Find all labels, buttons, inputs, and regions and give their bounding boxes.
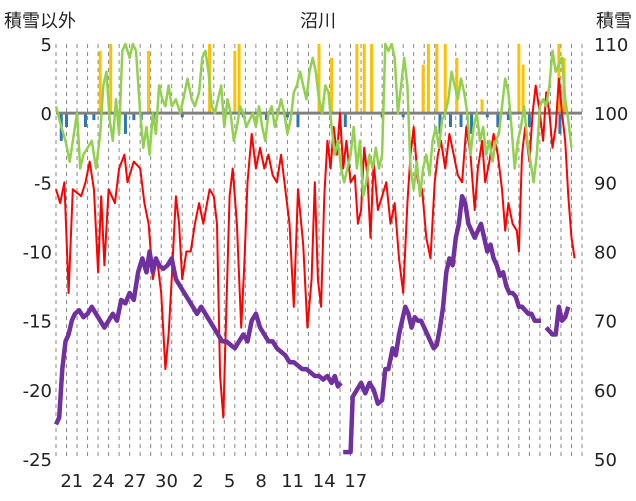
series-red bbox=[55, 77, 576, 419]
bar-blue bbox=[65, 113, 69, 127]
right-tick-label: 90 bbox=[594, 173, 617, 194]
bar-orange bbox=[237, 44, 241, 114]
bar-orange bbox=[362, 44, 366, 114]
left-axis-label: 積雪以外 bbox=[4, 11, 76, 32]
left-tick-label: -10 bbox=[23, 243, 52, 264]
bar-blue bbox=[449, 113, 452, 127]
right-axis-ticks: 110 100 90 80 70 60 50 bbox=[594, 35, 628, 471]
bar-orange bbox=[355, 44, 359, 114]
bar-orange bbox=[435, 44, 439, 114]
bar-blue bbox=[506, 113, 510, 121]
right-axis-label: 積雪 bbox=[596, 11, 632, 32]
left-tick-label: -15 bbox=[23, 312, 52, 333]
left-axis-ticks: 5 0 -5 -10 -15 -20 -25 bbox=[23, 35, 52, 471]
bar-blue bbox=[485, 113, 489, 118]
line-series bbox=[53, 42, 576, 455]
x-tick-label: 24 bbox=[92, 471, 115, 492]
series-green bbox=[54, 42, 573, 198]
left-tick-label: -5 bbox=[34, 173, 52, 194]
x-tick-label: 14 bbox=[313, 471, 336, 492]
x-tick-label: 5 bbox=[224, 471, 235, 492]
left-tick-label: -20 bbox=[23, 381, 52, 402]
bar-orange bbox=[421, 64, 425, 114]
x-tick-label: 17 bbox=[344, 471, 367, 492]
bar-blue bbox=[123, 113, 127, 134]
bar-blue bbox=[496, 113, 500, 127]
chart-title: 沼川 bbox=[300, 11, 336, 32]
left-tick-label: -25 bbox=[23, 450, 52, 471]
bar-orange bbox=[98, 50, 102, 114]
bar-blue bbox=[470, 113, 474, 134]
bar-blue bbox=[296, 113, 300, 127]
bar-blue bbox=[92, 113, 96, 121]
right-tick-label: 110 bbox=[594, 35, 628, 56]
right-tick-label: 70 bbox=[594, 312, 617, 333]
series-purple bbox=[53, 193, 571, 455]
right-tick-label: 50 bbox=[594, 450, 617, 471]
x-axis-ticks: 21 24 27 30 2 5 8 11 14 17 bbox=[60, 471, 367, 492]
bar-orange bbox=[147, 50, 151, 114]
bar-orange bbox=[370, 44, 374, 114]
bar-orange bbox=[317, 44, 321, 114]
bar-blue bbox=[401, 113, 405, 118]
x-tick-label: 8 bbox=[255, 471, 266, 492]
right-tick-label: 100 bbox=[594, 104, 628, 125]
bar-orange bbox=[426, 44, 430, 114]
bar-blue bbox=[459, 113, 463, 127]
bar-orange bbox=[233, 50, 237, 114]
bar-blue bbox=[527, 113, 531, 127]
bar-blue bbox=[132, 113, 136, 121]
x-tick-label: 27 bbox=[123, 471, 146, 492]
bar-blue bbox=[180, 113, 184, 118]
bar-blue bbox=[83, 113, 87, 127]
bar-orange bbox=[521, 64, 525, 114]
right-tick-label: 60 bbox=[594, 381, 617, 402]
bar-orange bbox=[330, 57, 334, 114]
bar-blue bbox=[343, 113, 347, 127]
bar-blue bbox=[285, 113, 289, 118]
right-tick-label: 80 bbox=[594, 243, 617, 264]
bar-orange bbox=[443, 44, 447, 114]
x-tick-label: 11 bbox=[281, 471, 304, 492]
x-tick-label: 30 bbox=[155, 471, 178, 492]
bar-blue bbox=[558, 113, 562, 134]
x-tick-label: 21 bbox=[60, 471, 83, 492]
bar-orange bbox=[109, 44, 113, 114]
bar-blue bbox=[438, 113, 442, 134]
bar-orange bbox=[517, 44, 521, 114]
bar-orange bbox=[480, 99, 484, 114]
bar-orange bbox=[455, 57, 459, 114]
left-tick-label: 5 bbox=[41, 35, 52, 56]
x-tick-label: 2 bbox=[192, 471, 203, 492]
bar-blue bbox=[264, 113, 268, 121]
left-tick-label: 0 bbox=[41, 104, 52, 125]
